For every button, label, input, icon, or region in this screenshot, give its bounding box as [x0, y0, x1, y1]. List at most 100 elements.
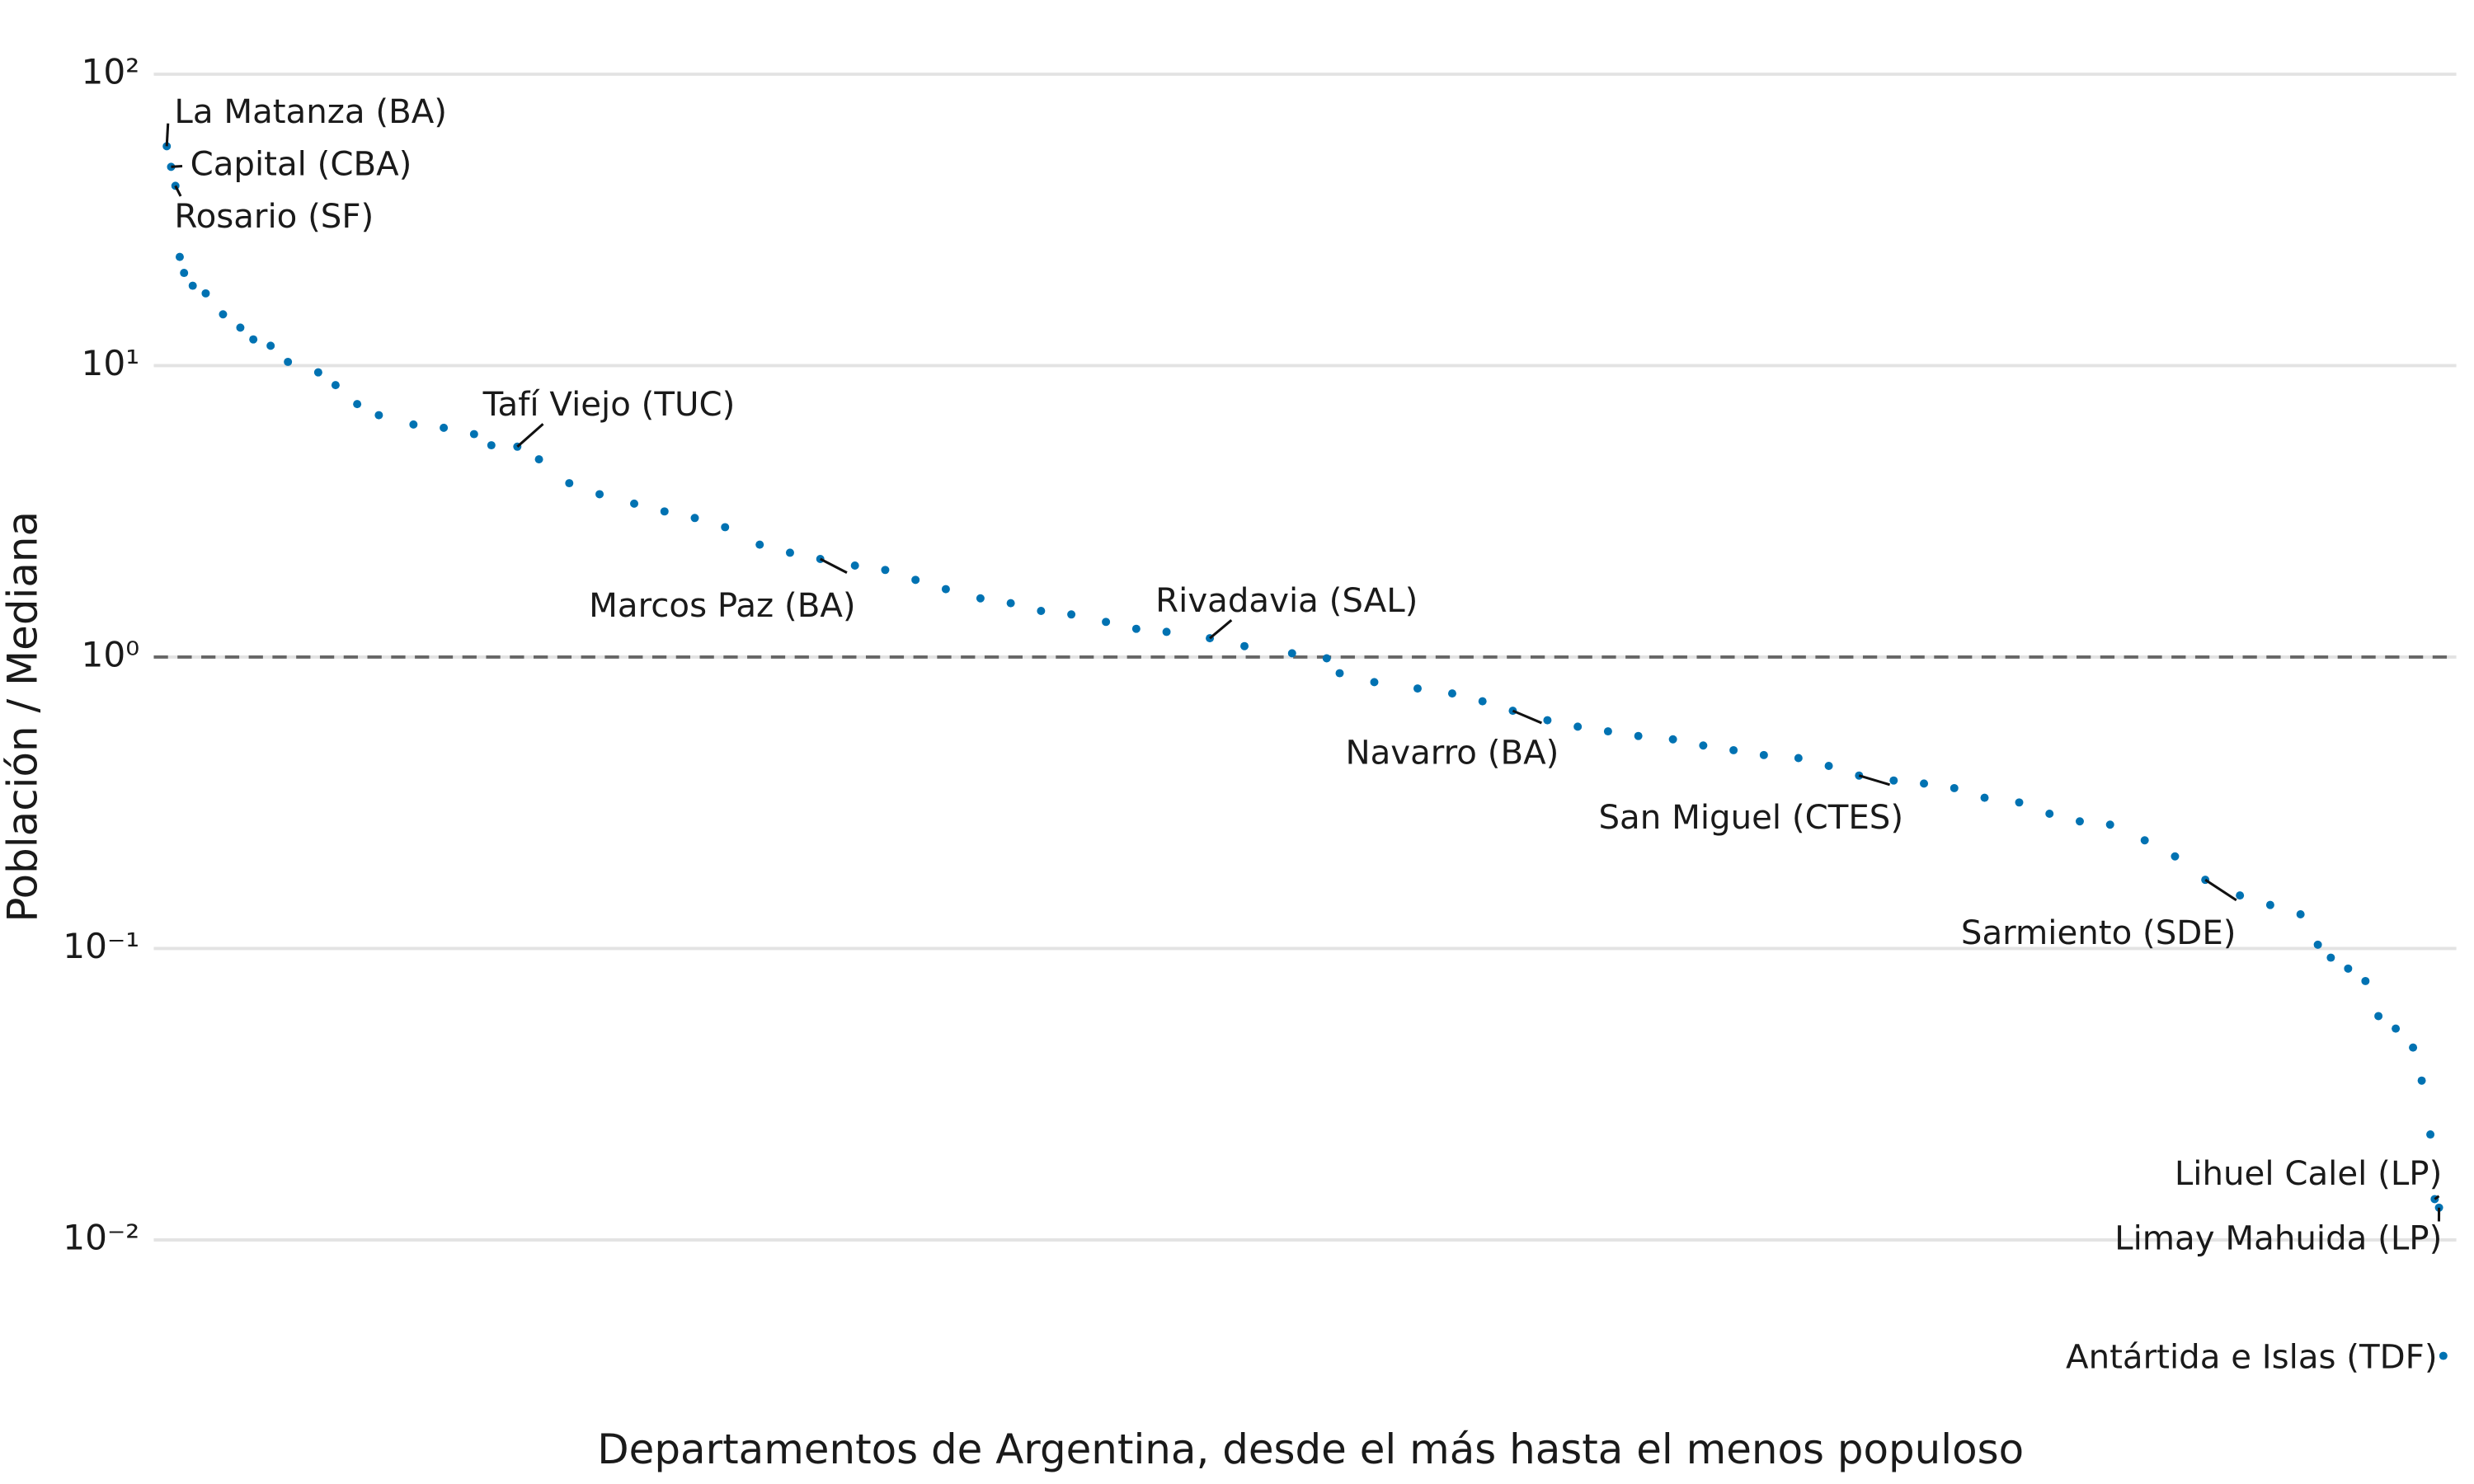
point	[1920, 779, 1929, 788]
point	[1950, 783, 1959, 792]
point	[219, 310, 228, 319]
point	[941, 585, 950, 594]
point	[284, 357, 293, 366]
annotation: San Miguel (CTES)	[1598, 798, 1903, 837]
point	[2439, 1351, 2448, 1360]
point	[1006, 599, 1015, 608]
point	[1131, 624, 1141, 633]
point	[2015, 798, 2024, 807]
point	[236, 323, 245, 332]
point	[249, 335, 258, 344]
point	[2265, 900, 2274, 909]
point	[1102, 618, 1111, 627]
point	[440, 423, 449, 432]
annotation: Tafí Viejo (TUC)	[482, 385, 736, 424]
point	[2417, 1076, 2426, 1085]
annotation: Rosario (SF)	[174, 197, 374, 236]
annotation: La Matanza (BA)	[174, 92, 447, 131]
point	[353, 400, 362, 409]
point	[1322, 654, 1331, 663]
annotation: Marcos Paz (BA)	[589, 586, 855, 625]
point	[630, 499, 639, 508]
y-tick-label: 10⁰	[82, 634, 140, 674]
y-tick-label: 10²	[82, 51, 140, 92]
point	[2296, 909, 2305, 918]
point	[1413, 684, 1422, 693]
point	[690, 514, 699, 523]
annotation-leader	[1858, 774, 1891, 787]
point	[911, 575, 920, 585]
point	[1067, 610, 1076, 619]
point	[660, 507, 669, 516]
point	[1573, 722, 1583, 731]
annotation-leader	[2204, 878, 2237, 902]
annotation: Sarmiento (SDE)	[1961, 913, 2236, 952]
point	[2140, 836, 2149, 845]
point	[1634, 731, 1643, 740]
point	[188, 281, 197, 290]
point	[850, 561, 859, 570]
point	[1287, 649, 1296, 658]
point	[1543, 716, 1552, 725]
point	[469, 430, 478, 439]
y-tick-label: 10⁻²	[63, 1217, 139, 1257]
point	[331, 381, 340, 390]
point	[1729, 745, 1738, 754]
point	[1603, 727, 1612, 736]
point	[721, 523, 730, 532]
point	[1447, 689, 1456, 698]
point	[1162, 627, 1171, 636]
annotation-leader	[171, 164, 183, 168]
point	[487, 441, 496, 450]
point	[976, 594, 985, 603]
y-tick-label: 10⁻¹	[63, 926, 139, 966]
point	[1699, 741, 1708, 750]
annotation-leader	[165, 123, 170, 147]
point	[534, 455, 543, 464]
annotation-leader	[516, 423, 544, 448]
point	[785, 548, 794, 557]
point	[1794, 754, 1803, 763]
annotation: Antártida e Islas (TDF)	[2066, 1337, 2438, 1376]
point	[201, 289, 210, 298]
point	[755, 540, 764, 549]
x-axis-label: Departamentos de Argentina, desde el más…	[597, 1425, 2024, 1473]
y-tick-label: 10¹	[82, 343, 140, 383]
point	[1668, 735, 1677, 744]
point	[2075, 817, 2084, 826]
point	[1478, 697, 1487, 706]
annotation-leader	[1209, 619, 1233, 640]
annotation: Rivadavia (SAL)	[1155, 581, 1418, 620]
point	[565, 479, 574, 488]
annotation-leader	[174, 185, 182, 197]
point	[1980, 793, 1989, 802]
annotation-leader	[819, 557, 848, 575]
point	[2326, 953, 2335, 962]
point	[1037, 606, 1046, 615]
point	[2236, 891, 2245, 900]
point	[175, 252, 184, 261]
point	[1824, 762, 1833, 771]
point	[2045, 809, 2054, 818]
point	[409, 420, 418, 429]
annotation: Lihuel Calel (LP)	[2175, 1154, 2442, 1193]
point	[2392, 1024, 2401, 1033]
point	[881, 566, 890, 575]
point	[2409, 1043, 2418, 1052]
point	[2171, 852, 2180, 861]
point	[266, 341, 275, 350]
point	[2426, 1130, 2435, 1139]
point	[1240, 641, 1249, 650]
point	[595, 490, 604, 499]
point	[2374, 1012, 2383, 1021]
annotation-leader	[1512, 709, 1543, 725]
point	[2344, 964, 2353, 973]
annotation: Limay Mahuida (LP)	[2114, 1219, 2442, 1257]
point	[1759, 750, 1768, 759]
point	[2105, 820, 2114, 829]
point	[180, 269, 189, 278]
annotation: Capital (CBA)	[190, 144, 412, 183]
annotation: Navarro (BA)	[1345, 733, 1559, 772]
point	[2313, 940, 2322, 949]
